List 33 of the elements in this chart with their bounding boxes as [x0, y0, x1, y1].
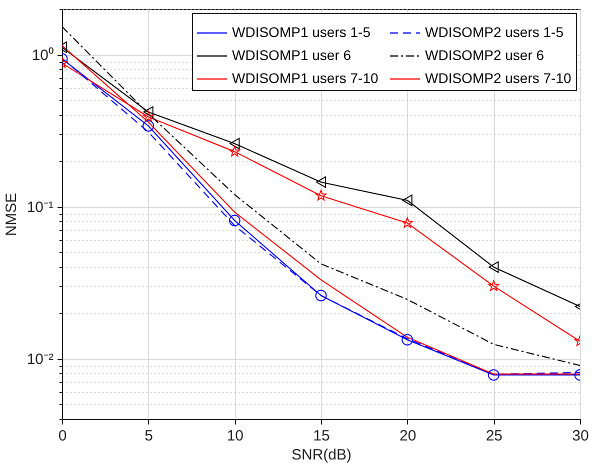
point [488, 369, 500, 381]
legend-label: WDISOMP1 users 7-10 [232, 70, 378, 86]
point [316, 190, 326, 200]
x-tick-label: 5 [144, 428, 154, 444]
point [402, 334, 414, 346]
x-tick-label: 0 [58, 428, 67, 444]
x-tick-label: 25 [486, 428, 503, 444]
point [143, 106, 154, 118]
point [228, 214, 240, 226]
y-tick-label: 10⁻² [26, 351, 54, 368]
legend-label: WDISOMP2 users 7-10 [425, 70, 572, 86]
x-tick-label: 30 [572, 428, 589, 444]
point [142, 120, 154, 132]
point [402, 217, 413, 228]
point [402, 194, 412, 206]
y-tick-label: 10⁻¹ [26, 199, 54, 216]
point [315, 290, 327, 302]
x-axis-title: SNR(dB) [291, 446, 352, 464]
point [488, 261, 499, 273]
point [488, 280, 500, 291]
point [316, 176, 326, 188]
x-tick-label: 15 [313, 428, 330, 444]
y-tick-label: 10⁰ [32, 47, 54, 64]
y-axis-title: NMSE [2, 192, 20, 236]
legend-label: WDISOMP1 users 1-5 [232, 24, 371, 40]
x-tick-label: 20 [399, 428, 416, 444]
legend-label: WDISOMP2 user 6 [425, 47, 544, 63]
x-tick-label: 10 [226, 428, 244, 444]
point [230, 138, 240, 150]
point [142, 111, 154, 122]
legend-label: WDISOMP2 users 1-5 [425, 24, 564, 40]
point [229, 146, 240, 156]
legend-label: WDISOMP1 user 6 [232, 47, 352, 63]
